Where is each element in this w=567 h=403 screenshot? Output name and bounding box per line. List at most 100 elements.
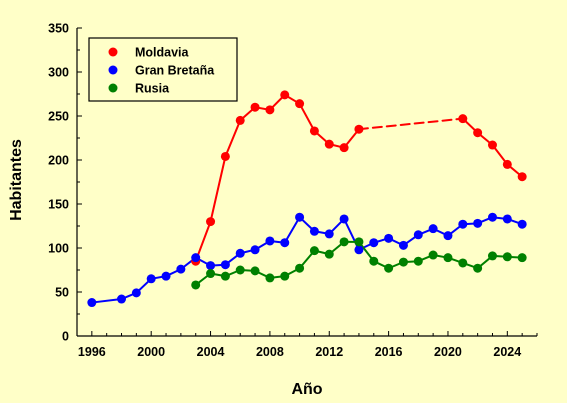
data-point-0-7 [295,99,305,109]
data-point-0-2 [220,151,230,161]
y-tick-label-7: 350 [48,22,69,36]
data-point-2-21 [502,252,512,262]
series-line-segment-0-1 [209,155,227,223]
data-point-1-15 [324,229,334,239]
axes: 0 50 100 150 200 250 300 350 1996 2000 2004 2008 201… [48,22,538,359]
data-point-1-18 [369,238,379,248]
data-point-2-10 [339,237,349,247]
legend-marker-0 [108,47,118,57]
data-point-1-5 [176,264,186,274]
legend-marker-2 [108,83,118,93]
data-point-2-4 [250,266,260,276]
data-point-0-16 [517,172,527,182]
data-point-2-12 [369,256,379,266]
y-tick-label-1: 50 [55,286,69,300]
data-point-1-13 [295,212,305,222]
y-axis-title: Habitantes [8,139,25,221]
data-point-2-2 [220,271,230,281]
series-line-segment-1-12 [283,216,301,244]
data-point-2-7 [295,263,305,273]
data-point-1-1 [117,294,127,304]
data-point-2-20 [487,251,497,261]
data-point-0-13 [473,128,483,138]
data-point-1-20 [398,240,408,250]
data-point-1-24 [458,219,468,229]
data-point-0-12 [458,114,468,124]
x-tick-label-6: 2020 [434,345,462,359]
data-point-2-18 [458,258,468,268]
data-point-0-15 [502,159,512,169]
data-point-2-13 [384,263,394,273]
data-point-2-9 [324,249,334,259]
data-point-1-17 [354,245,364,255]
data-point-0-10 [339,143,349,153]
x-tick-label-3: 2008 [256,345,284,359]
x-axis-title: Año [291,381,322,398]
data-point-0-9 [324,139,334,149]
data-point-2-11 [354,237,364,247]
series-line-segment-0-11 [357,117,464,131]
data-point-0-1 [206,217,216,227]
data-point-2-16 [428,250,438,260]
y-tick-label-5: 250 [48,110,69,124]
x-tick-label-1: 2000 [137,345,165,359]
data-point-1-14 [309,226,319,236]
data-point-1-21 [413,230,423,240]
data-point-1-25 [473,218,483,228]
series-line-segment-0-2 [224,119,242,158]
data-point-0-4 [250,102,260,112]
data-point-2-6 [280,271,290,281]
data-point-0-11 [354,124,364,134]
data-point-2-8 [309,246,319,256]
y-tick-label-6: 300 [48,66,69,80]
legend-label-0: Moldavia [135,46,190,60]
data-point-1-28 [517,219,527,229]
data-point-0-14 [487,140,497,150]
legend-label-1: Gran Bretaña [135,64,215,78]
x-tick-label-2: 2004 [197,345,225,359]
data-point-1-3 [146,274,156,284]
data-point-1-23 [443,231,453,241]
y-tick-label-3: 150 [48,198,69,212]
data-point-2-1 [206,269,216,279]
data-point-0-6 [280,90,290,100]
data-point-2-0 [191,280,201,290]
y-tick-label-0: 0 [62,330,69,344]
x-tick-label-4: 2012 [315,345,343,359]
data-point-1-27 [502,214,512,224]
data-point-1-7 [206,261,216,271]
data-point-1-26 [487,212,497,222]
x-tick-label-7: 2024 [493,345,521,359]
legend: Moldavia Gran Bretaña Rusia [88,37,238,102]
data-point-2-15 [413,256,423,266]
data-point-2-14 [398,257,408,267]
data-point-2-5 [265,273,275,283]
data-point-1-19 [384,233,394,243]
data-point-1-11 [265,236,275,246]
data-point-1-4 [161,271,171,281]
data-point-1-2 [131,288,141,298]
x-tick-label-5: 2016 [375,345,403,359]
series-line-segment-1-0 [90,298,123,304]
data-point-0-3 [235,115,245,125]
legend-marker-1 [108,65,118,75]
data-point-2-22 [517,253,527,263]
y-tick-label-4: 200 [48,154,69,168]
data-point-1-8 [220,260,230,270]
data-point-1-6 [191,253,201,263]
data-point-1-10 [250,245,260,255]
x-tick-label-0: 1996 [78,345,106,359]
data-point-2-19 [473,263,483,273]
data-point-0-5 [265,105,275,115]
data-point-0-8 [309,126,319,136]
legend-label-2: Rusia [135,82,170,96]
data-point-2-17 [443,253,453,263]
series-line-segment-0-7 [298,102,316,132]
data-point-1-9 [235,248,245,258]
data-point-1-0 [87,298,97,308]
data-point-1-12 [280,238,290,248]
data-point-1-16 [339,214,349,224]
y-tick-label-2: 100 [48,242,69,256]
